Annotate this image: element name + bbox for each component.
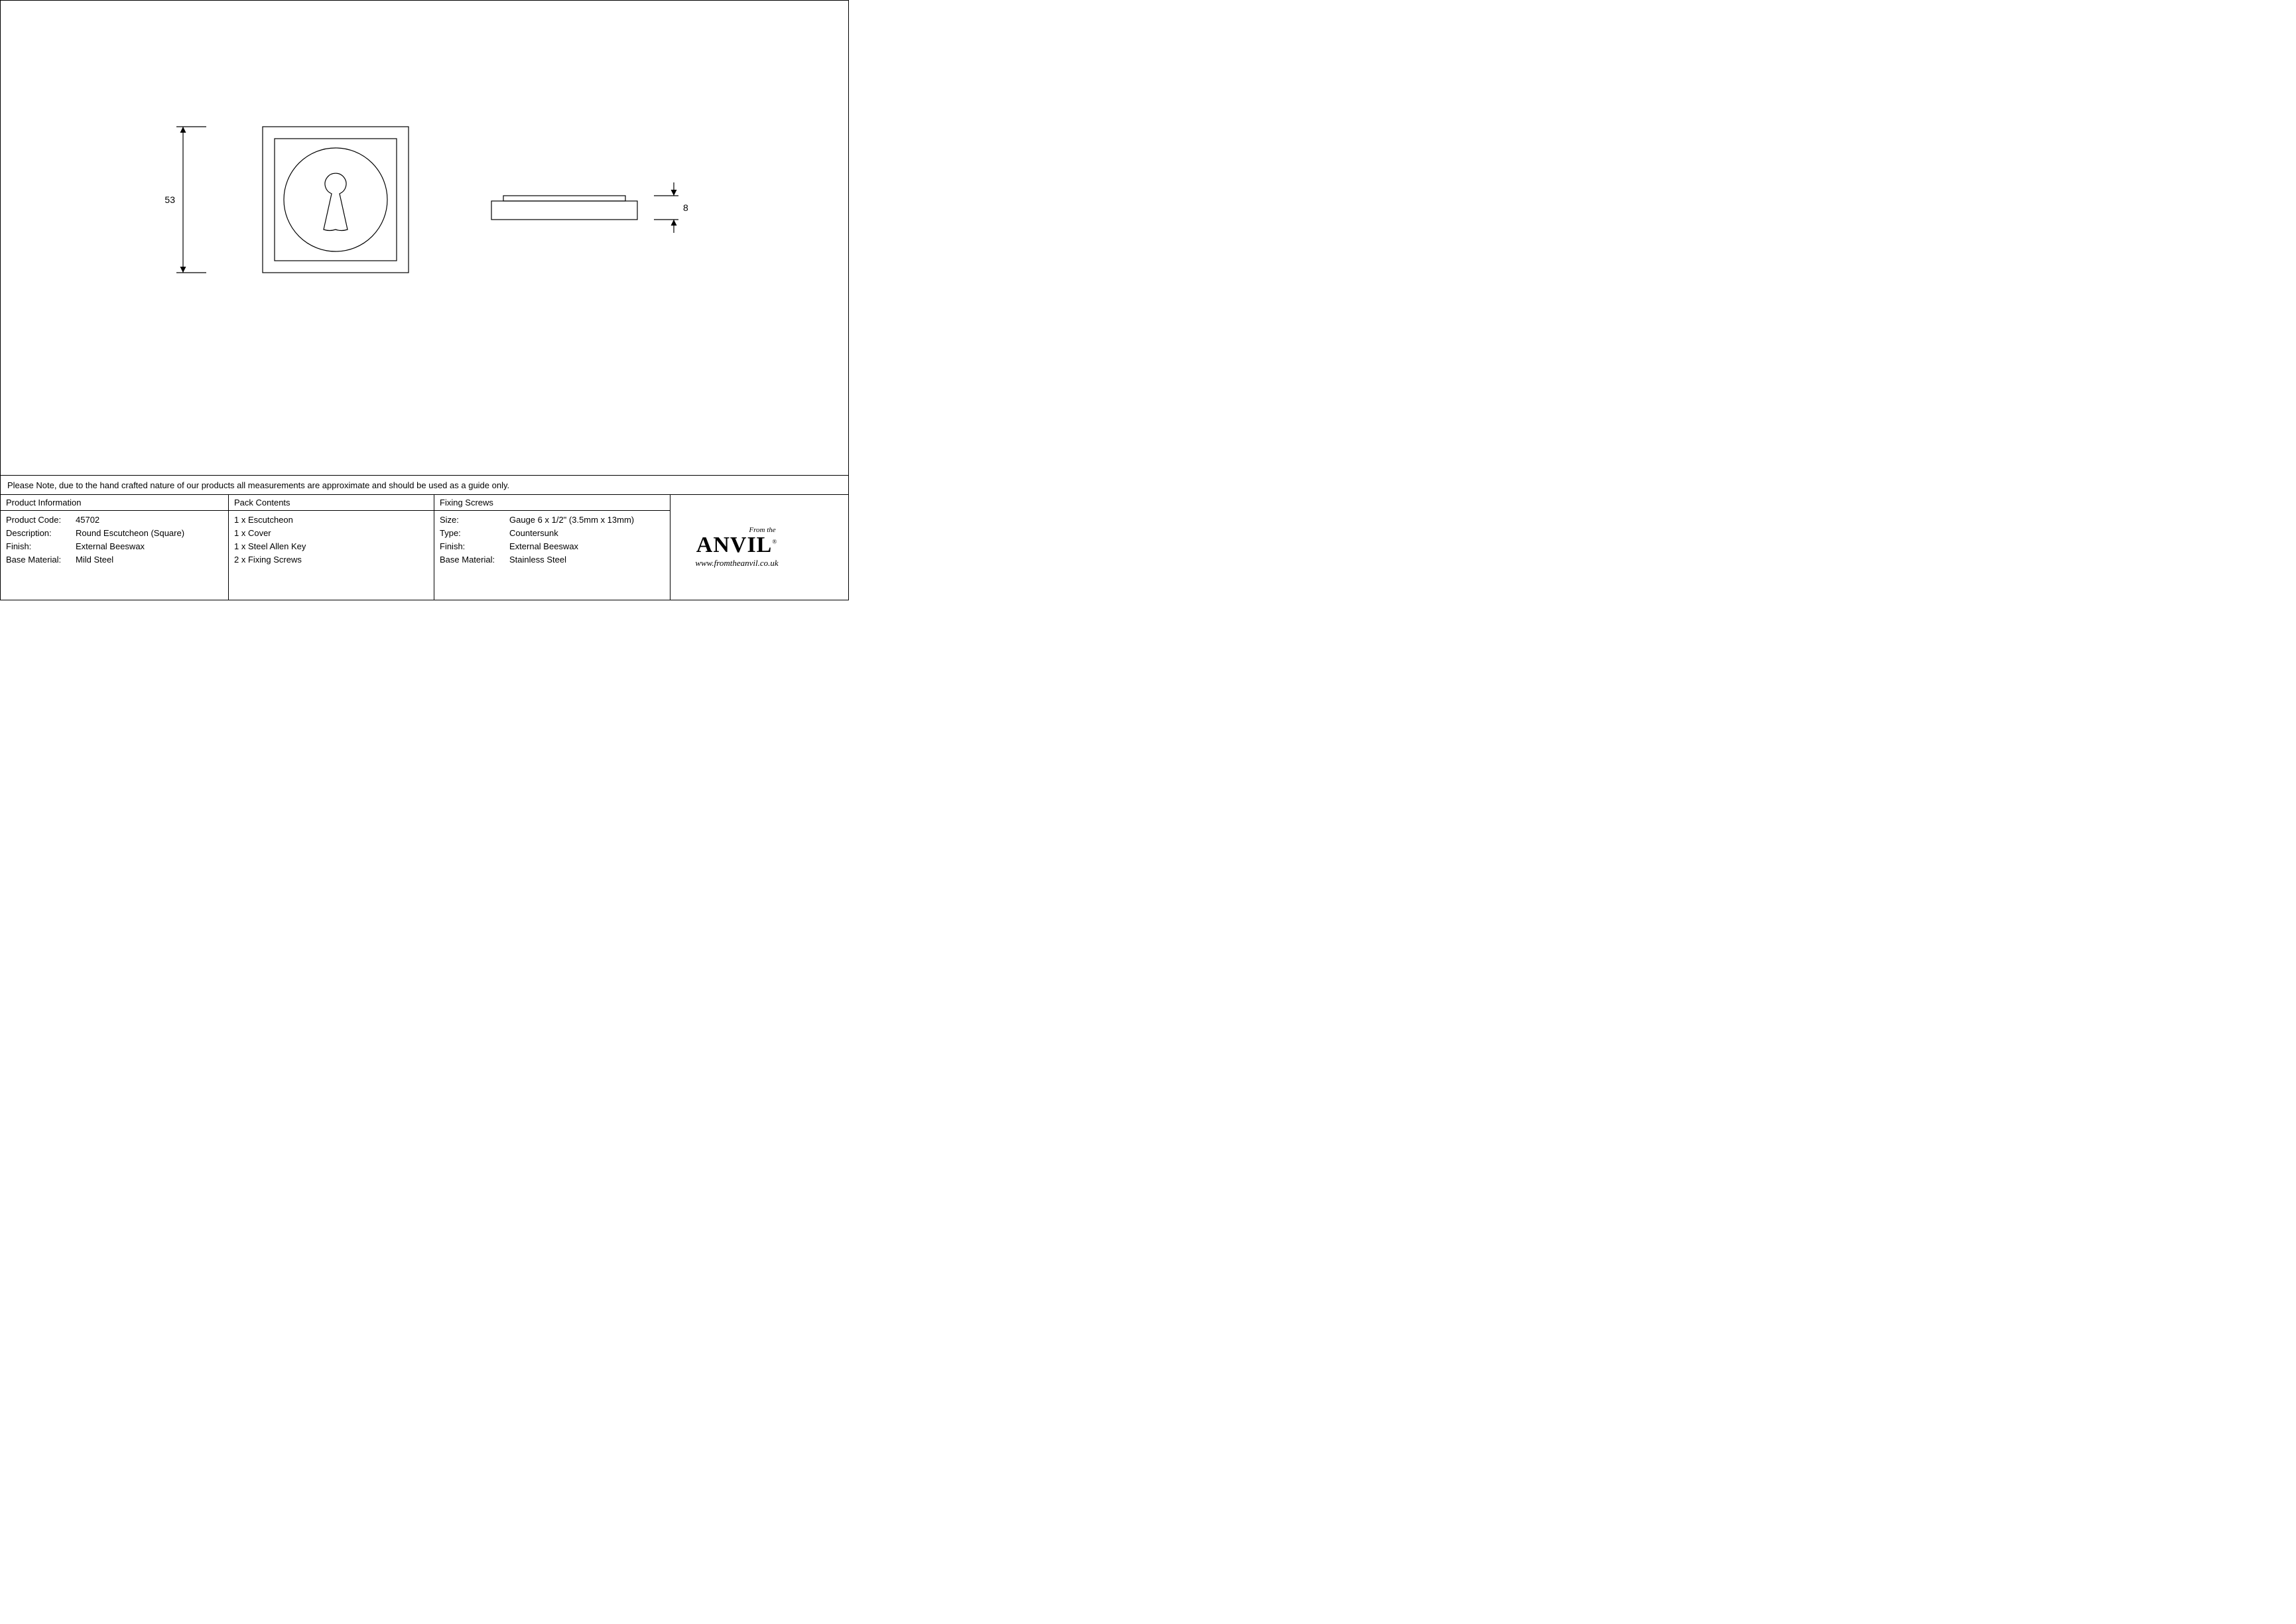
- kv-value: 45702: [76, 515, 223, 525]
- kv-value: Gauge 6 x 1/2" (3.5mm x 13mm): [509, 515, 665, 525]
- kv-value: External Beeswax: [76, 541, 223, 551]
- info-row: Product Information Product Code:45702De…: [1, 495, 848, 600]
- registered-icon: ®: [772, 539, 777, 545]
- list-item: 1 x Cover: [234, 528, 428, 538]
- kv-label: Type:: [440, 528, 509, 538]
- drawing-sheet: 53 8 Please Note, due to the hand crafted…: [0, 0, 849, 600]
- kv-label: Finish:: [6, 541, 76, 551]
- fixing-screws-cell: Fixing Screws Size:Gauge 6 x 1/2" (3.5mm…: [434, 495, 670, 600]
- kv-value: Countersunk: [509, 528, 665, 538]
- kv-label: Description:: [6, 528, 76, 538]
- kv-row: Description:Round Escutcheon (Square): [6, 528, 223, 538]
- pack-contents-header: Pack Contents: [229, 495, 434, 511]
- kv-row: Size:Gauge 6 x 1/2" (3.5mm x 13mm): [440, 515, 665, 525]
- logo-name: ANVIL®: [695, 534, 778, 557]
- logo-name-text: ANVIL: [696, 533, 773, 557]
- note-text: Please Note, due to the hand crafted nat…: [7, 480, 509, 490]
- drawing-area: 53 8: [1, 1, 848, 475]
- kv-value: External Beeswax: [509, 541, 665, 551]
- kv-row: Type:Countersunk: [440, 528, 665, 538]
- technical-drawing: 53 8: [1, 1, 848, 475]
- list-item: 1 x Steel Allen Key: [234, 541, 428, 551]
- product-info-cell: Product Information Product Code:45702De…: [1, 495, 229, 600]
- kv-label: Finish:: [440, 541, 509, 551]
- product-info-body: Product Code:45702Description:Round Escu…: [1, 511, 228, 600]
- kv-row: Finish:External Beeswax: [6, 541, 223, 551]
- svg-text:53: 53: [164, 194, 175, 205]
- kv-value: Mild Steel: [76, 555, 223, 565]
- kv-row: Finish:External Beeswax: [440, 541, 665, 551]
- list-item: 2 x Fixing Screws: [234, 555, 428, 565]
- pack-contents-body: 1 x Escutcheon 1 x Cover 1 x Steel Allen K…: [229, 511, 434, 600]
- kv-value: Round Escutcheon (Square): [76, 528, 223, 538]
- pack-contents-cell: Pack Contents 1 x Escutcheon1 x Cover1 x…: [229, 495, 434, 600]
- svg-text:8: 8: [683, 202, 688, 213]
- kv-label: Product Code:: [6, 515, 76, 525]
- kv-label: Size:: [440, 515, 509, 525]
- kv-label: Base Material:: [6, 555, 76, 565]
- note-bar: Please Note, due to the hand crafted nat…: [1, 475, 848, 495]
- fixing-screws-body: Size:Gauge 6 x 1/2" (3.5mm x 13mm)Type:C…: [434, 511, 670, 600]
- logo-url: www.fromtheanvil.co.uk: [695, 558, 778, 569]
- brand-logo: From the ANVIL® www.fromtheanvil.co.uk: [695, 526, 778, 569]
- kv-row: Base Material:Stainless Steel: [440, 555, 665, 565]
- list-item: 1 x Escutcheon: [234, 515, 428, 525]
- kv-row: Product Code:45702: [6, 515, 223, 525]
- product-info-header: Product Information: [1, 495, 228, 511]
- kv-label: Base Material:: [440, 555, 509, 565]
- fixing-screws-header: Fixing Screws: [434, 495, 670, 511]
- kv-row: Base Material:Mild Steel: [6, 555, 223, 565]
- kv-value: Stainless Steel: [509, 555, 665, 565]
- logo-cell: From the ANVIL® www.fromtheanvil.co.uk: [670, 495, 803, 600]
